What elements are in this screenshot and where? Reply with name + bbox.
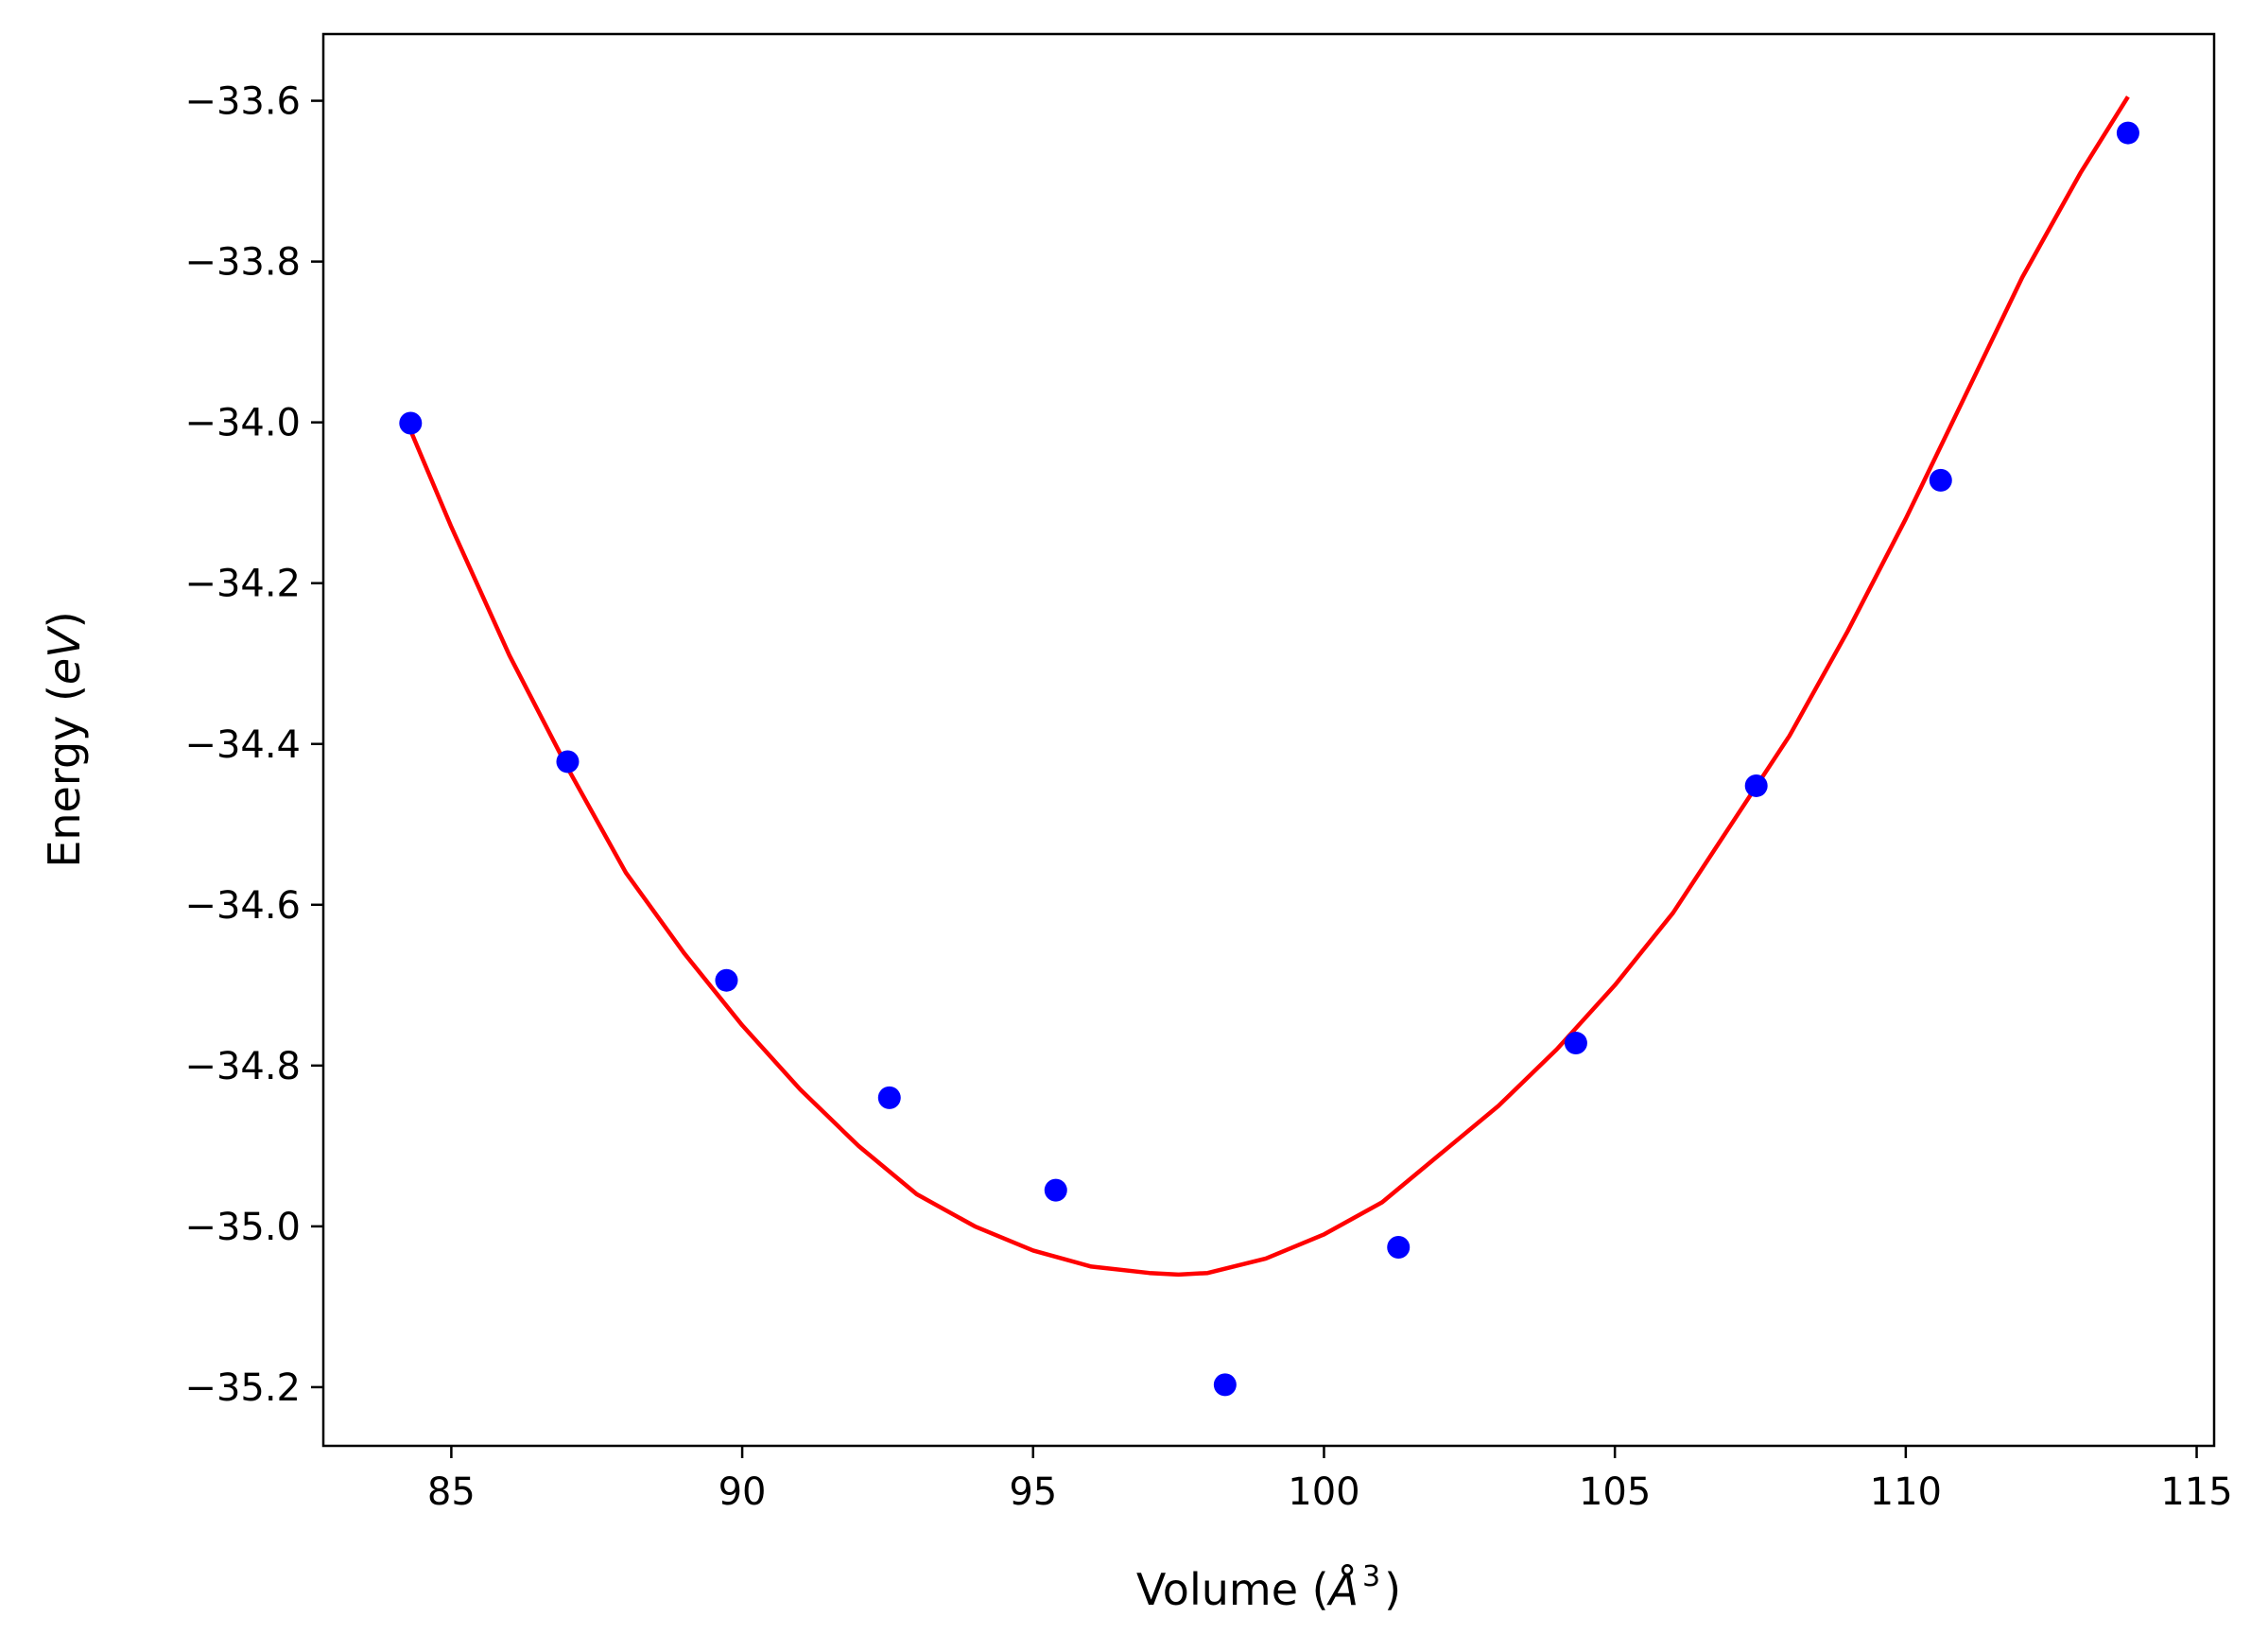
x-axis-unit-exponent: 3 [1362,1560,1380,1593]
data-point [1213,1373,1237,1397]
data-point [1929,468,1952,492]
x-tick-label: 100 [1288,1470,1359,1514]
y-axis-label: Energy [39,716,90,868]
y-axis-unit: eV [39,625,90,685]
x-tick-label: 110 [1870,1470,1942,1514]
data-point [1044,1178,1067,1202]
y-tick-label: −34.2 [184,563,301,606]
data-point [1387,1235,1411,1259]
x-tick-label: 115 [2160,1470,2232,1514]
data-point [715,968,738,992]
y-axis-title: Energy (eV) [39,611,90,867]
y-tick-label: −34.8 [184,1045,301,1088]
y-axis-unit-close: ) [39,611,90,628]
data-point [2116,121,2139,145]
x-tick-label: 85 [427,1470,476,1514]
x-axis-unit-open: ( [1312,1564,1329,1615]
x-axis-label: Volume [1136,1564,1298,1615]
y-tick-label: −34.4 [184,723,301,767]
y-tick-label: −35.0 [184,1206,301,1249]
x-axis-ticks: 85 90 95 100 105 110 115 [427,1446,2233,1514]
y-tick-label: −33.8 [184,241,301,285]
y-axis-unit-open: ( [39,685,90,702]
data-point [556,750,580,774]
data-point [399,411,423,435]
y-tick-label: −35.2 [184,1366,301,1410]
plot-frame [321,32,2216,1448]
data-point [877,1086,901,1109]
y-tick-label: −33.6 [184,80,301,124]
y-tick-label: −34.0 [184,402,301,445]
plot-area [399,96,2139,1397]
data-point [1744,774,1768,797]
x-axis-unit-base: Å [1326,1564,1359,1615]
x-tick-label: 90 [718,1470,767,1514]
x-axis-unit-close: ) [1384,1564,1401,1615]
fit-curve [408,96,2130,1278]
y-tick-label: −34.6 [184,884,301,928]
x-tick-label: 95 [1009,1470,1057,1514]
x-tick-label: 105 [1579,1470,1651,1514]
y-axis-ticks: −33.6 −33.8 −34.0 −34.2 −34.4 −34.6 −34.8 −35.0… [184,80,323,1410]
data-point [1564,1032,1587,1055]
x-axis-title: Volume (Å 3) [1136,1560,1401,1615]
